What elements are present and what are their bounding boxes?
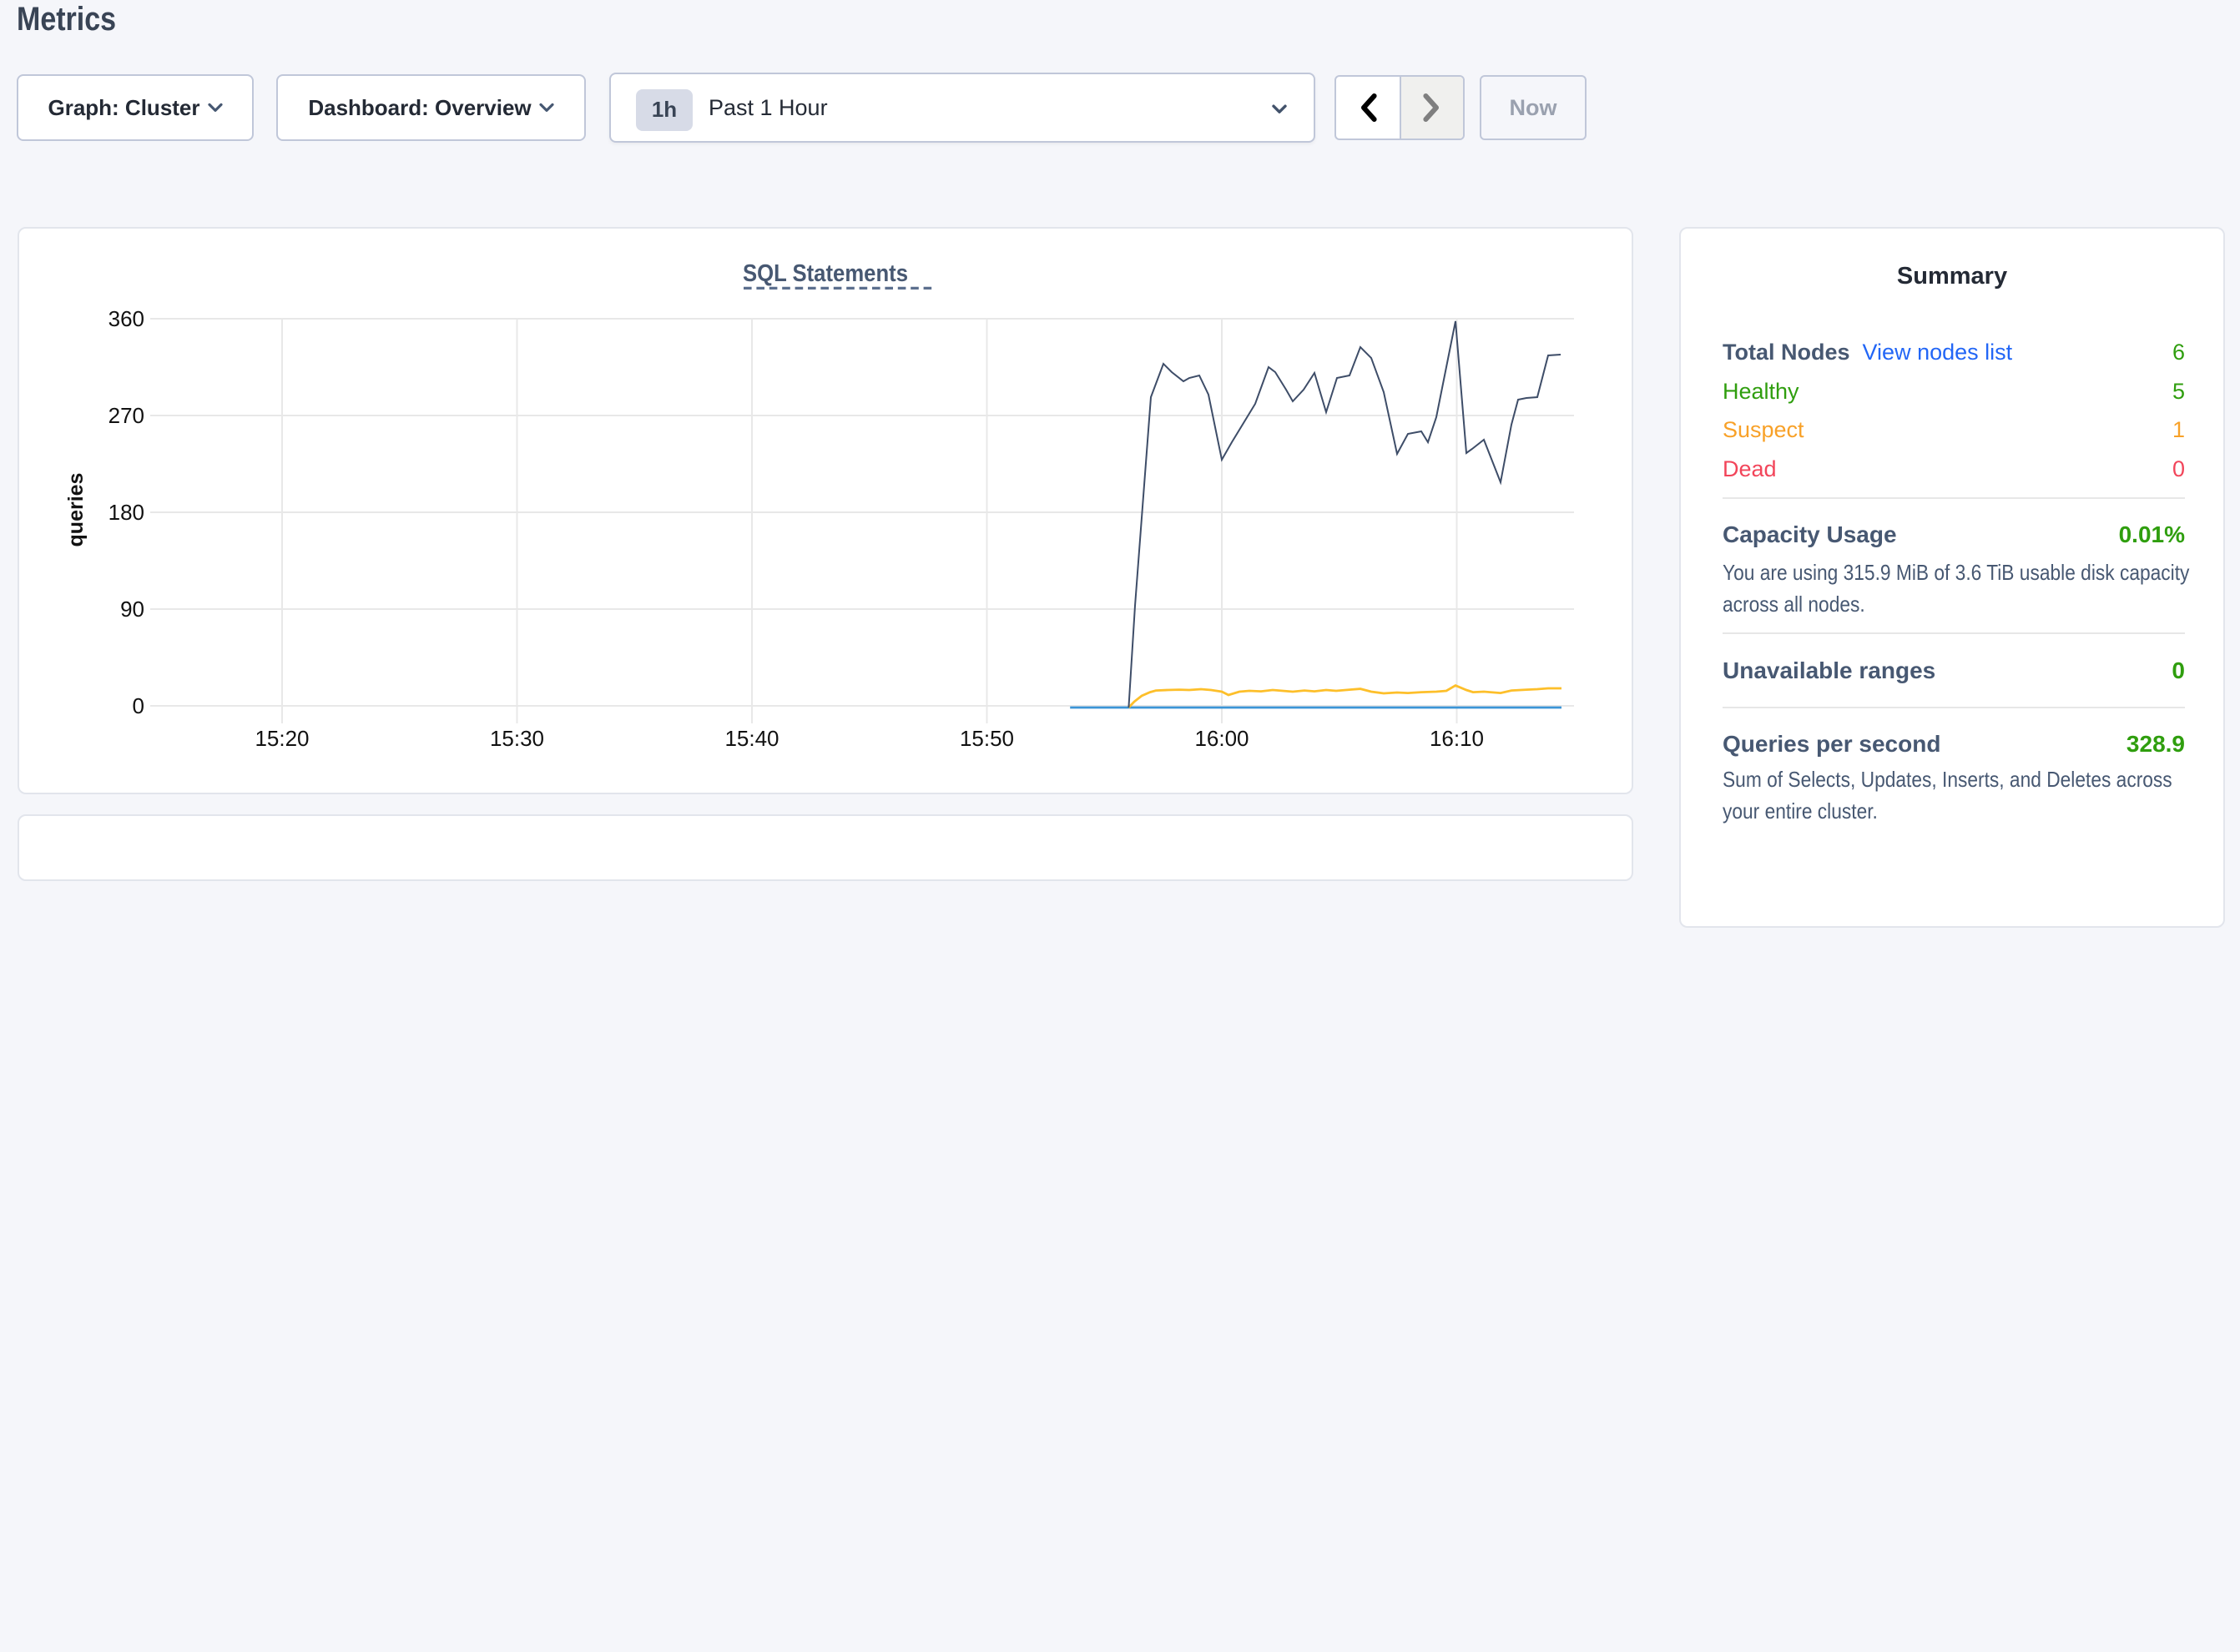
svg-text:15:30: 15:30 [490, 726, 544, 751]
svg-text:360: 360 [108, 306, 144, 331]
svg-text:16:10: 16:10 [1430, 726, 1484, 751]
svg-text:16:00: 16:00 [1194, 726, 1249, 751]
svg-text:15:50: 15:50 [960, 726, 1014, 751]
svg-text:90: 90 [120, 597, 144, 622]
svg-text:0: 0 [133, 693, 144, 718]
svg-text:SQL Statements: SQL Statements [743, 260, 908, 287]
svg-text:15:20: 15:20 [255, 726, 309, 751]
svg-text:270: 270 [108, 403, 144, 428]
svg-text:15:40: 15:40 [724, 726, 779, 751]
svg-text:180: 180 [108, 500, 144, 525]
svg-text:queries: queries [64, 473, 88, 547]
